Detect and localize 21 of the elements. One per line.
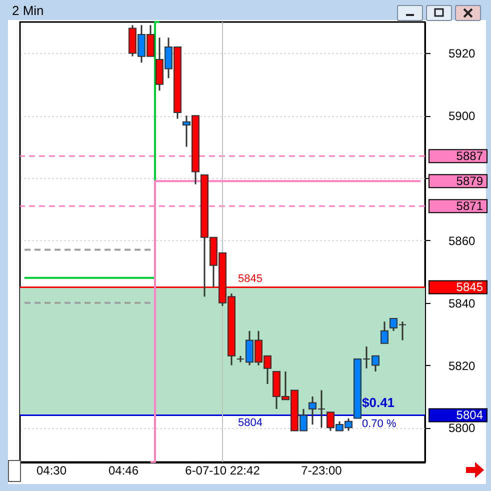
ref-line-label: 5804	[238, 417, 262, 430]
text: 5804	[456, 408, 483, 422]
x-tick-label: 7-23:00	[301, 464, 342, 478]
y-tick-label: 5800	[448, 421, 476, 436]
ref-line-label: 5871	[456, 199, 484, 214]
y-tick-label: 5840	[448, 296, 476, 310]
annotation: 0.70 %	[362, 418, 396, 430]
ref-line-label: 5845	[238, 273, 262, 286]
y-tick-label: 5820	[448, 358, 476, 373]
text: 5845	[456, 280, 483, 294]
x-tick-label: 04:30	[36, 464, 67, 478]
chart-title: 2 Min	[12, 3, 44, 18]
candlestick	[380, 320, 388, 344]
x-tick-label: 6-07-10 22:42	[185, 464, 260, 478]
y-tick-label: 5900	[448, 109, 476, 124]
annotation: $0.41	[362, 395, 395, 410]
y-tick-label: 5920	[448, 46, 476, 61]
ref-line-label: 5887	[456, 149, 484, 164]
y-tick-label: 5860	[448, 234, 476, 248]
x-tick-label: 04:46	[108, 464, 139, 478]
legend-label: 5879	[456, 174, 484, 188]
